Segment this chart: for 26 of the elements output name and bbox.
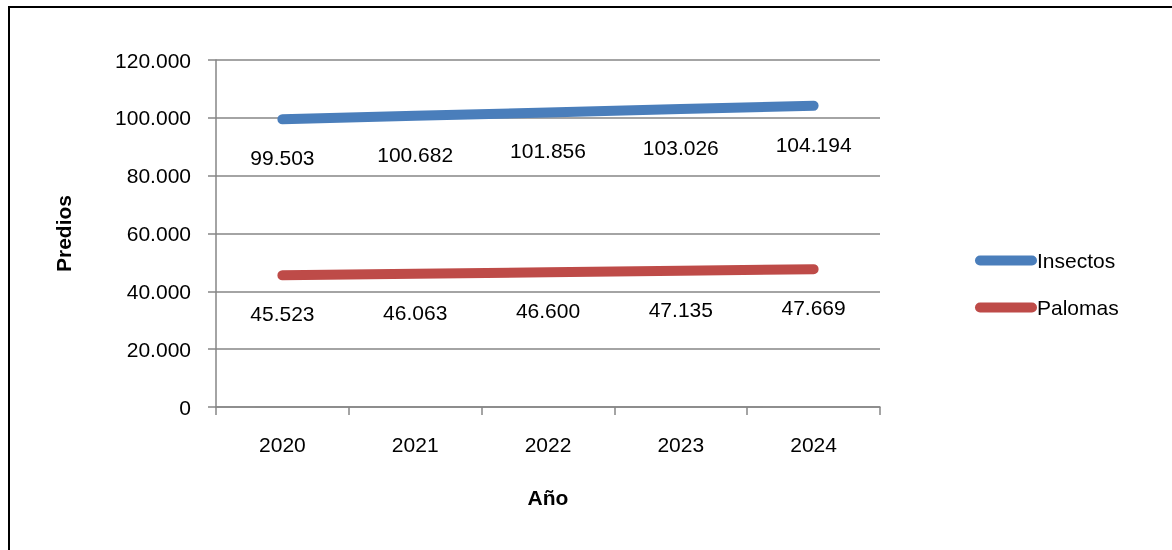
data-label: 104.194 — [775, 132, 852, 156]
x-tick-label: 2020 — [259, 433, 306, 456]
data-label: 103.026 — [642, 136, 719, 160]
data-label: 45.523 — [250, 302, 315, 326]
x-tick-label: 2022 — [524, 433, 572, 456]
x-tick-label: 2023 — [657, 433, 705, 456]
data-label: 47.135 — [648, 297, 713, 321]
y-tick-label: 60.000 — [126, 222, 191, 245]
data-label: 46.063 — [383, 300, 448, 324]
x-tick-label: 2024 — [790, 433, 838, 456]
data-label: 47.669 — [781, 296, 846, 320]
data-label: 46.600 — [515, 299, 581, 323]
x-tick-label: 2021 — [391, 433, 439, 456]
y-tick-label: 40.000 — [126, 279, 191, 303]
legend-label: Insectos — [1037, 249, 1116, 272]
y-tick-label: 100.000 — [115, 106, 191, 130]
x-axis-title: Año — [527, 486, 569, 509]
data-label: 101.856 — [510, 139, 586, 163]
data-label: 99.503 — [250, 146, 315, 170]
legend-label: Palomas — [1037, 296, 1119, 319]
y-tick-label: 20.000 — [126, 337, 191, 361]
y-tick-label: 120.000 — [115, 48, 191, 72]
y-tick-label: 0 — [179, 395, 191, 419]
data-label: 100.682 — [377, 142, 454, 166]
y-axis-title: Predios — [52, 194, 75, 273]
y-tick-label: 80.000 — [126, 164, 191, 188]
